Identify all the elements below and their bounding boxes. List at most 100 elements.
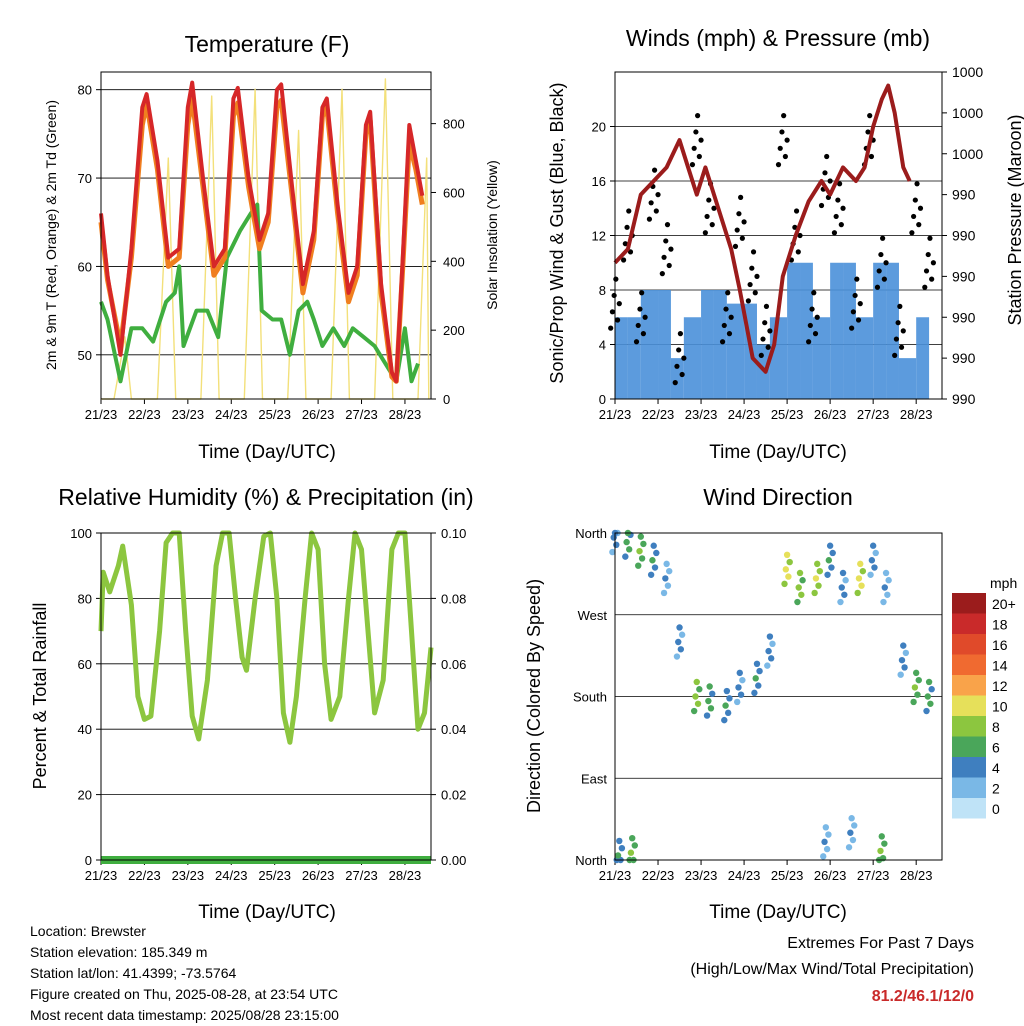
- wind-direction-chart: Wind Direction Direction (Colored By Spe…: [524, 484, 1017, 923]
- gust-point: [781, 113, 787, 119]
- direction-point: [841, 591, 848, 598]
- gust-point: [648, 200, 654, 206]
- gust-point: [745, 298, 751, 304]
- plot-frame: [614, 532, 943, 861]
- direction-point: [631, 842, 638, 849]
- wind-speed-band: [886, 262, 899, 399]
- gust-point: [760, 336, 766, 342]
- y2-tick-label: 0.06: [441, 657, 466, 672]
- gust-point: [767, 328, 773, 334]
- direction-point: [786, 558, 793, 566]
- gust-point: [929, 276, 935, 282]
- legend-swatch: [952, 798, 986, 819]
- wind-speed-band: [670, 358, 684, 399]
- direction-point: [653, 549, 660, 557]
- plot-frame: [614, 71, 943, 400]
- legend-label: 18: [992, 617, 1008, 633]
- direction-point: [622, 553, 629, 560]
- gust-point: [754, 273, 760, 279]
- y-axis-label: Percent & Total Rainfall: [30, 603, 50, 790]
- x-tick-label: 23/23: [172, 868, 205, 883]
- gust-point: [640, 331, 646, 337]
- gust-point: [709, 222, 715, 228]
- direction-point: [753, 660, 761, 667]
- direction-point: [705, 697, 712, 705]
- x-tick-label: 24/23: [215, 407, 248, 422]
- gust-point: [661, 254, 667, 260]
- y-tick-label: North: [575, 853, 607, 868]
- gust-point: [747, 281, 753, 288]
- x-tick-label: 21/23: [85, 407, 118, 422]
- extremes-title: Extremes For Past 7 Days: [787, 935, 974, 952]
- y-axis-label: Direction (Colored By Speed): [524, 579, 544, 813]
- direction-point: [837, 598, 844, 606]
- direction-point: [696, 686, 703, 693]
- gust-point: [611, 292, 617, 299]
- direction-point: [703, 712, 711, 719]
- gust-point: [909, 230, 915, 236]
- gust-point: [663, 238, 669, 244]
- y2-tick-label: 0.04: [441, 722, 466, 737]
- gust-point: [857, 301, 863, 307]
- x-axis-label: Time (Day/UTC): [709, 902, 847, 923]
- y-tick-label: 12: [592, 229, 606, 244]
- direction-point: [796, 569, 804, 577]
- direction-point: [795, 584, 802, 591]
- gust-point: [614, 317, 621, 323]
- gust-point: [653, 208, 659, 214]
- gust-point: [812, 331, 819, 337]
- recent-timestamp: Most recent data timestamp: 2025/08/28 2…: [30, 1007, 339, 1023]
- legend-swatch: [952, 736, 986, 757]
- gust-point: [883, 260, 889, 266]
- gust-point: [698, 137, 704, 143]
- x-tick-label: 28/23: [389, 868, 422, 883]
- wind-speed-band: [683, 317, 702, 399]
- gust-point: [695, 113, 701, 119]
- gust-point: [922, 284, 928, 290]
- gust-point: [914, 181, 920, 187]
- direction-point: [678, 631, 686, 638]
- wind-speed-band: [787, 262, 801, 399]
- gust-point: [892, 352, 898, 358]
- direction-point: [869, 542, 877, 549]
- direction-point: [609, 548, 616, 556]
- direction-point: [848, 815, 855, 822]
- direction-point: [912, 669, 920, 677]
- direction-point: [623, 538, 630, 546]
- gust-point: [752, 290, 758, 296]
- legend-swatch: [952, 613, 986, 634]
- direction-point: [735, 684, 742, 691]
- y-tick-label: 20: [592, 120, 606, 135]
- direction-point: [781, 580, 788, 588]
- direction-point: [902, 649, 910, 657]
- gust-point: [806, 339, 812, 345]
- direction-point: [663, 560, 670, 568]
- gust-point: [723, 306, 729, 312]
- legend-label: 14: [992, 658, 1008, 674]
- gust-point: [916, 222, 922, 228]
- x-tick-label: 27/23: [345, 868, 378, 883]
- wind-speed-band: [640, 290, 659, 399]
- relative-humidity-line: [98, 530, 434, 745]
- legend-swatch: [952, 695, 986, 716]
- gust-point: [930, 260, 936, 266]
- gust-point: [626, 208, 632, 214]
- figure-created: Figure created on Thu, 2025-08-28, at 23…: [30, 986, 338, 1002]
- gust-point: [689, 162, 696, 168]
- gust-point: [762, 320, 768, 326]
- direction-point: [816, 567, 824, 575]
- gust-point: [726, 331, 733, 337]
- x-tick-label: 25/23: [771, 868, 804, 883]
- y-tick-label: 40: [78, 722, 92, 737]
- gust-point: [797, 232, 803, 239]
- direction-point: [838, 584, 845, 591]
- gust-point: [758, 352, 764, 358]
- x-tick-label: 24/23: [728, 407, 761, 422]
- gust-point: [734, 227, 740, 233]
- gust-point: [782, 153, 788, 160]
- x-tick-label: 28/23: [900, 407, 933, 422]
- direction-point: [706, 683, 713, 690]
- y-tick-label: 60: [78, 657, 92, 672]
- direction-point: [660, 589, 668, 597]
